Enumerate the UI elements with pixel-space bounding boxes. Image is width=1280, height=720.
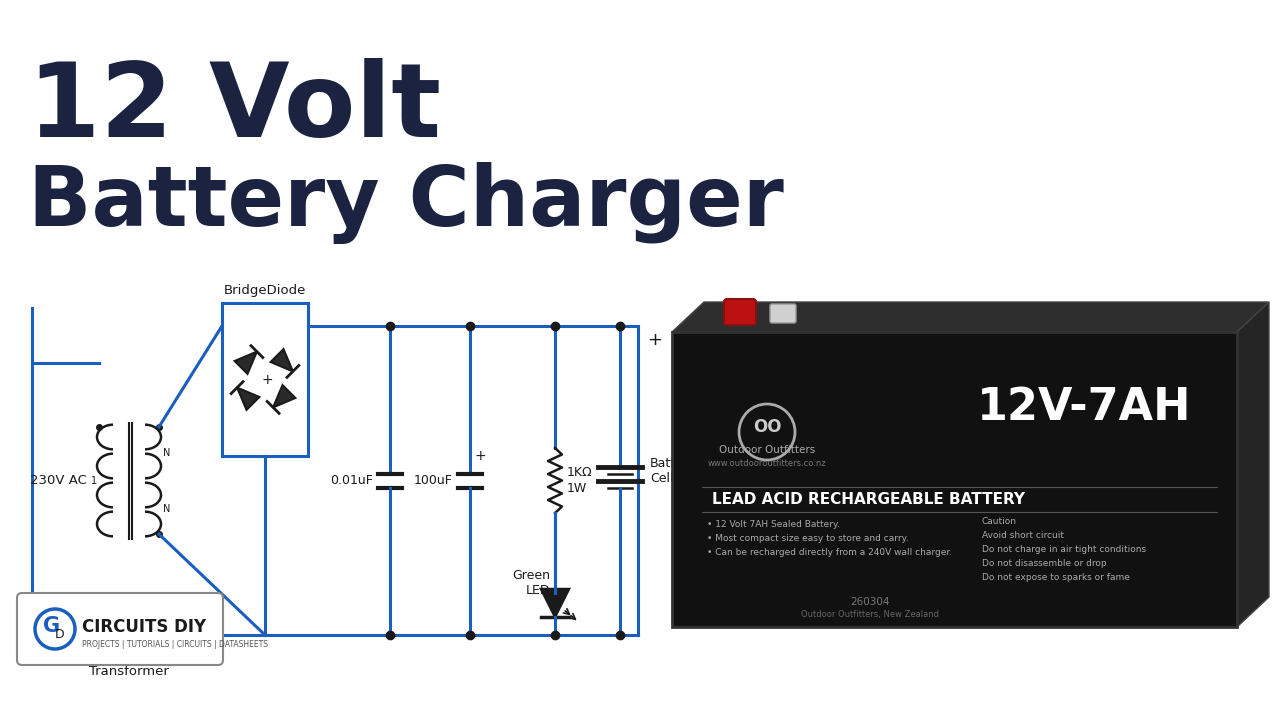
Text: +: + [261,372,273,387]
Polygon shape [234,351,257,374]
Text: +: + [646,331,662,349]
Text: 260304: 260304 [850,597,890,607]
Text: 12 Volt: 12 Volt [28,58,442,159]
Polygon shape [270,349,293,372]
Text: Outdoor Outfitters, New Zealand: Outdoor Outfitters, New Zealand [801,610,938,619]
Polygon shape [541,589,570,617]
FancyBboxPatch shape [672,332,1236,627]
FancyBboxPatch shape [17,593,223,665]
Text: +: + [474,449,485,464]
Polygon shape [672,302,1268,332]
Text: N: N [163,448,170,457]
Polygon shape [1236,302,1268,627]
FancyBboxPatch shape [771,304,796,323]
Text: 0.01uF: 0.01uF [330,474,372,487]
Text: Battery Charger: Battery Charger [28,162,783,244]
Text: Battery
Cell: Battery Cell [650,456,696,485]
Text: www.outdooroutfitters.co.nz: www.outdooroutfitters.co.nz [708,459,827,469]
Text: PROJECTS | TUTORIALS | CIRCUITS | DATASHEETS: PROJECTS | TUTORIALS | CIRCUITS | DATASH… [82,640,268,649]
Text: CIRCUITS DIY: CIRCUITS DIY [82,618,206,636]
Text: BridgeDiode: BridgeDiode [224,284,306,297]
Text: 12V-7AH: 12V-7AH [977,385,1192,428]
Text: D: D [55,629,65,642]
Text: 1KΩ
1W: 1KΩ 1W [567,467,593,495]
Bar [221,303,308,456]
Text: G: G [44,616,60,636]
Text: 100uF: 100uF [415,474,453,487]
Text: 1: 1 [91,475,97,485]
Text: Outdoor Outfitters: Outdoor Outfitters [719,445,815,455]
Polygon shape [273,385,296,408]
Text: Caution
Avoid short circuit
Do not charge in air tight conditions
Do not disasse: Caution Avoid short circuit Do not charg… [982,517,1146,582]
Text: 14V/3A
Transformer: 14V/3A Transformer [90,647,169,678]
Text: Green
LED: Green LED [512,569,550,597]
Text: LEAD ACID RECHARGEABLE BATTERY: LEAD ACID RECHARGEABLE BATTERY [712,492,1025,508]
Polygon shape [237,387,260,410]
Text: 230V AC: 230V AC [29,474,87,487]
Text: OO: OO [753,418,781,436]
Text: • 12 Volt 7AH Sealed Battery.
• Most compact size easy to store and carry.
• Can: • 12 Volt 7AH Sealed Battery. • Most com… [707,520,952,557]
Text: N: N [163,503,170,513]
FancyBboxPatch shape [724,299,756,325]
